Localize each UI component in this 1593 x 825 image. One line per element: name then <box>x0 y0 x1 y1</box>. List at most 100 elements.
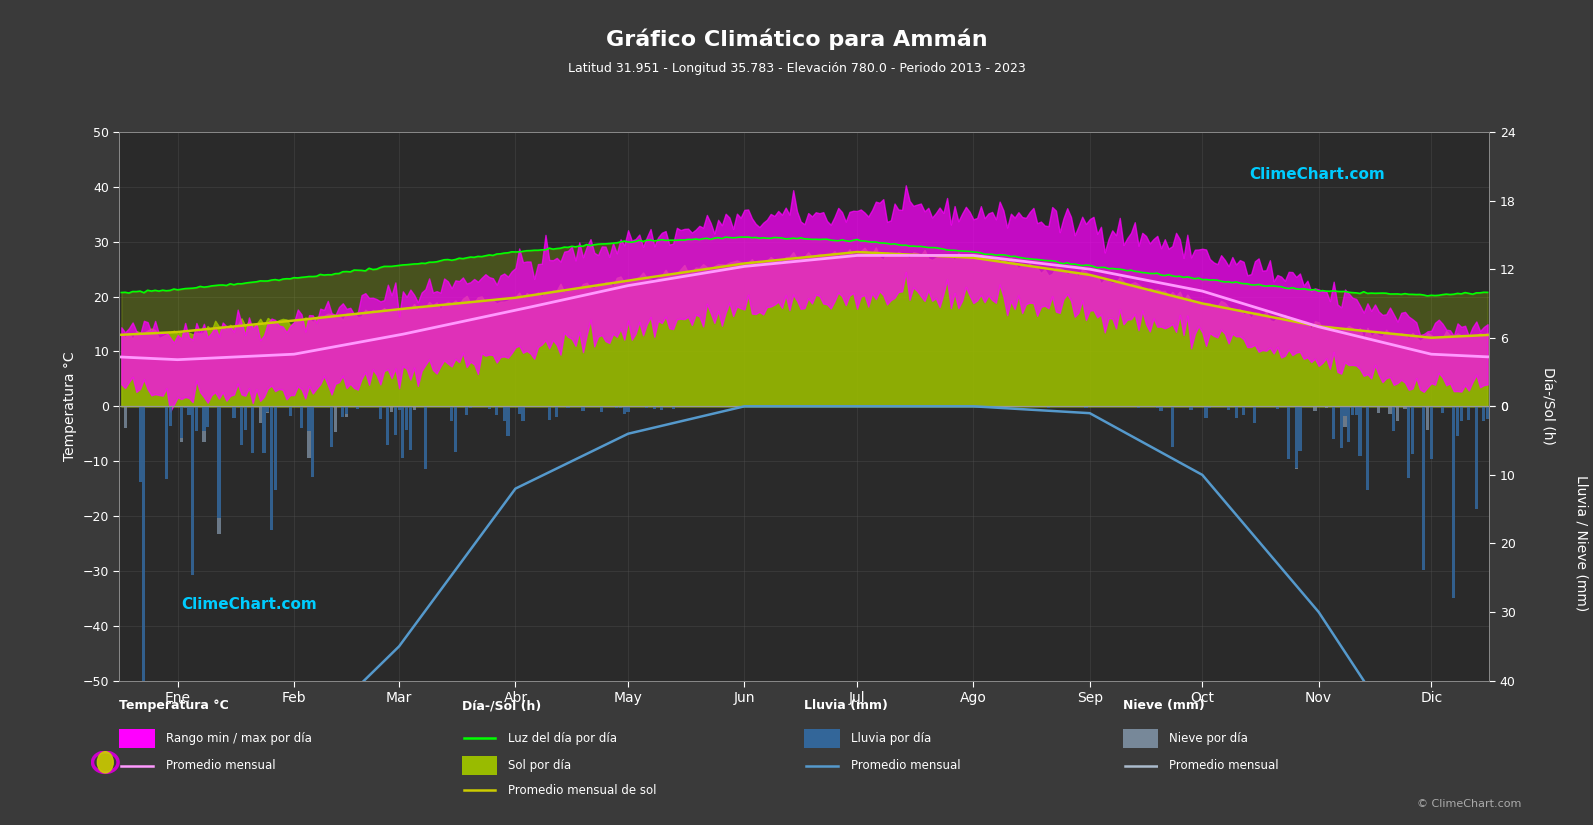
Bar <box>1343 416 1346 427</box>
Bar <box>252 406 255 453</box>
Bar <box>409 406 413 450</box>
Bar <box>1160 406 1163 411</box>
Bar <box>468 406 472 408</box>
Text: Luz del día por día: Luz del día por día <box>508 732 616 745</box>
Bar <box>202 406 205 431</box>
Bar <box>1276 406 1279 409</box>
Bar <box>518 406 521 414</box>
Bar <box>180 406 183 438</box>
Bar <box>357 406 360 409</box>
Bar <box>124 406 127 427</box>
Bar <box>615 406 618 408</box>
Bar <box>623 406 626 414</box>
Bar <box>393 406 397 436</box>
Text: Día-/Sol (h): Día-/Sol (h) <box>462 700 542 713</box>
Bar <box>1340 406 1343 448</box>
Bar <box>311 406 314 477</box>
Bar <box>1359 406 1362 455</box>
Bar <box>333 406 336 432</box>
Bar <box>424 406 427 469</box>
Bar <box>1047 406 1050 408</box>
Bar <box>346 414 349 417</box>
Bar <box>405 406 408 430</box>
Bar <box>307 406 311 431</box>
Bar <box>487 406 491 409</box>
Bar <box>244 406 247 431</box>
Bar <box>1325 406 1329 408</box>
Bar <box>413 406 416 410</box>
Bar <box>672 406 675 408</box>
Bar <box>454 406 457 452</box>
Bar <box>379 406 382 419</box>
Bar <box>1207 406 1211 408</box>
Bar <box>341 406 344 417</box>
Bar <box>581 406 585 411</box>
Bar <box>1456 406 1459 436</box>
Bar <box>451 406 454 421</box>
Bar <box>548 406 551 421</box>
Text: Gráfico Climático para Ammán: Gráfico Climático para Ammán <box>605 29 988 50</box>
Bar <box>139 406 142 483</box>
Text: Latitud 31.951 - Longitud 35.783 - Elevación 780.0 - Periodo 2013 - 2023: Latitud 31.951 - Longitud 35.783 - Eleva… <box>567 62 1026 75</box>
Bar <box>1107 406 1110 408</box>
Bar <box>465 406 468 415</box>
Bar <box>554 406 558 417</box>
Bar <box>1486 406 1489 419</box>
Bar <box>1295 468 1298 469</box>
Bar <box>495 406 499 415</box>
Bar <box>169 406 172 426</box>
Bar <box>299 406 303 428</box>
Bar <box>1332 406 1335 439</box>
Bar <box>476 406 479 408</box>
Bar <box>1407 406 1410 478</box>
Y-axis label: Día-/Sol (h): Día-/Sol (h) <box>1540 367 1555 446</box>
Bar <box>217 517 220 534</box>
Bar <box>263 406 266 454</box>
Text: Promedio mensual: Promedio mensual <box>1169 759 1279 772</box>
Ellipse shape <box>97 752 113 773</box>
Bar <box>1392 406 1395 431</box>
Bar <box>194 406 198 431</box>
Text: Promedio mensual: Promedio mensual <box>166 759 276 772</box>
Bar <box>142 406 145 681</box>
Text: Nieve (mm): Nieve (mm) <box>1123 700 1204 713</box>
Bar <box>660 406 663 409</box>
Bar <box>1287 406 1290 459</box>
Bar <box>653 406 656 409</box>
Bar <box>1254 406 1257 423</box>
Bar <box>1351 406 1354 415</box>
Bar <box>1389 406 1392 414</box>
Bar <box>401 406 405 459</box>
Bar <box>1395 406 1399 421</box>
Bar <box>183 406 186 408</box>
Bar <box>241 406 244 446</box>
Text: Rango min / max por día: Rango min / max por día <box>166 732 312 745</box>
Bar <box>521 406 524 421</box>
Bar <box>1423 406 1426 570</box>
Bar <box>1403 406 1407 409</box>
Bar <box>258 406 261 423</box>
Bar <box>386 406 389 446</box>
Text: © ClimeChart.com: © ClimeChart.com <box>1416 799 1521 808</box>
Bar <box>1343 406 1346 416</box>
Bar <box>191 406 194 575</box>
Bar <box>1235 406 1238 418</box>
Bar <box>307 431 311 458</box>
Bar <box>645 406 648 408</box>
Bar <box>1155 406 1158 408</box>
Bar <box>1481 406 1485 421</box>
Bar <box>1429 406 1432 459</box>
Bar <box>1137 406 1141 408</box>
Bar <box>164 406 167 479</box>
Bar <box>620 406 623 408</box>
Bar <box>1467 406 1470 421</box>
Text: Lluvia por día: Lluvia por día <box>851 732 930 745</box>
Text: Lluvia (mm): Lluvia (mm) <box>804 700 889 713</box>
Bar <box>1227 406 1230 410</box>
Text: Temperatura °C: Temperatura °C <box>119 700 229 713</box>
Bar <box>1313 406 1316 411</box>
Bar <box>1426 406 1429 430</box>
Bar <box>1365 406 1368 490</box>
Bar <box>330 406 333 447</box>
Bar <box>503 406 507 421</box>
